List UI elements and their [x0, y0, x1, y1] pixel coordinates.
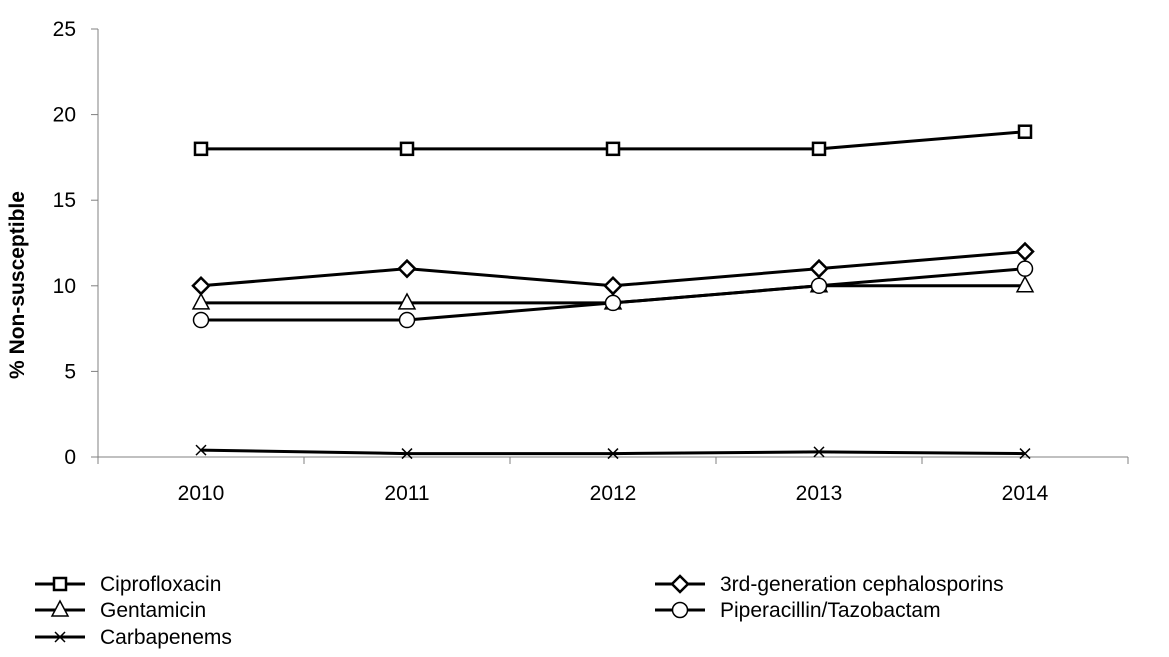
y-axis-title: % Non-susceptible — [6, 191, 29, 379]
legend-item: Ciprofloxacin — [35, 573, 221, 596]
data-point-square — [193, 141, 209, 157]
y-tick-label: 15 — [53, 189, 76, 212]
y-tick-label: 25 — [53, 18, 76, 41]
data-point-x — [607, 448, 619, 460]
data-point-diamond — [809, 258, 829, 279]
legend-marker-diamond — [670, 574, 690, 594]
data-point-diamond — [397, 258, 417, 279]
legend: Ciprofloxacin 3rd-generation cephalospori… — [35, 573, 1004, 649]
axes: 0 5 10 15 20 25 2010 2011 2012 2013 2014 — [53, 18, 1129, 505]
data-point-square — [399, 141, 415, 157]
legend-label: Carbapenems — [100, 626, 232, 649]
data-point-triangle — [1015, 275, 1035, 293]
y-tick-label: 5 — [64, 360, 76, 383]
legend-label: 3rd-generation cephalosporins — [720, 573, 1004, 596]
data-point-triangle — [191, 292, 211, 310]
x-tick-label: 2011 — [384, 482, 429, 505]
data-point-square — [811, 141, 827, 157]
legend-marker-circle — [671, 601, 689, 619]
y-tick-label: 0 — [64, 446, 76, 469]
legend-item: Carbapenems — [35, 626, 232, 649]
x-tick-label: 2012 — [590, 482, 637, 505]
data-point-x — [401, 448, 413, 460]
data-point-square — [1017, 124, 1033, 139]
data-point-circle — [810, 277, 828, 295]
legend-item: Gentamicin — [35, 599, 206, 622]
legend-label: Piperacillin/Tazobactam — [720, 599, 941, 622]
series-square — [193, 124, 1033, 157]
legend-label: Gentamicin — [100, 599, 206, 622]
data-point-circle — [604, 294, 622, 312]
x-tick-label: 2013 — [796, 482, 843, 505]
data-point-circle — [398, 311, 416, 329]
series-diamond — [191, 241, 1035, 296]
data-point-x — [813, 446, 825, 458]
x-tick-label: 2010 — [178, 482, 225, 505]
legend-item: 3rd-generation cephalosporins — [655, 573, 1004, 596]
data-point-square — [605, 141, 621, 157]
series-circle — [192, 260, 1034, 329]
data-point-x — [1019, 448, 1031, 460]
legend-label: Ciprofloxacin — [100, 573, 221, 596]
legend-item: Piperacillin/Tazobactam — [655, 599, 941, 622]
data-point-diamond — [603, 276, 623, 296]
data-point-triangle — [397, 292, 417, 310]
data-point-circle — [192, 311, 210, 329]
data-point-diamond — [1015, 241, 1035, 262]
data-point-diamond — [191, 276, 211, 296]
legend-marker-square — [52, 576, 68, 592]
y-tick-label: 10 — [53, 275, 76, 298]
data-point-circle — [1016, 260, 1034, 277]
data-point-x — [195, 444, 207, 456]
series-x — [195, 444, 1031, 460]
legend-marker-triangle — [50, 599, 70, 617]
x-tick-label: 2014 — [1002, 482, 1049, 505]
y-tick-label: 20 — [53, 104, 76, 127]
legend-marker-x — [54, 631, 66, 643]
series-layer — [191, 124, 1035, 460]
